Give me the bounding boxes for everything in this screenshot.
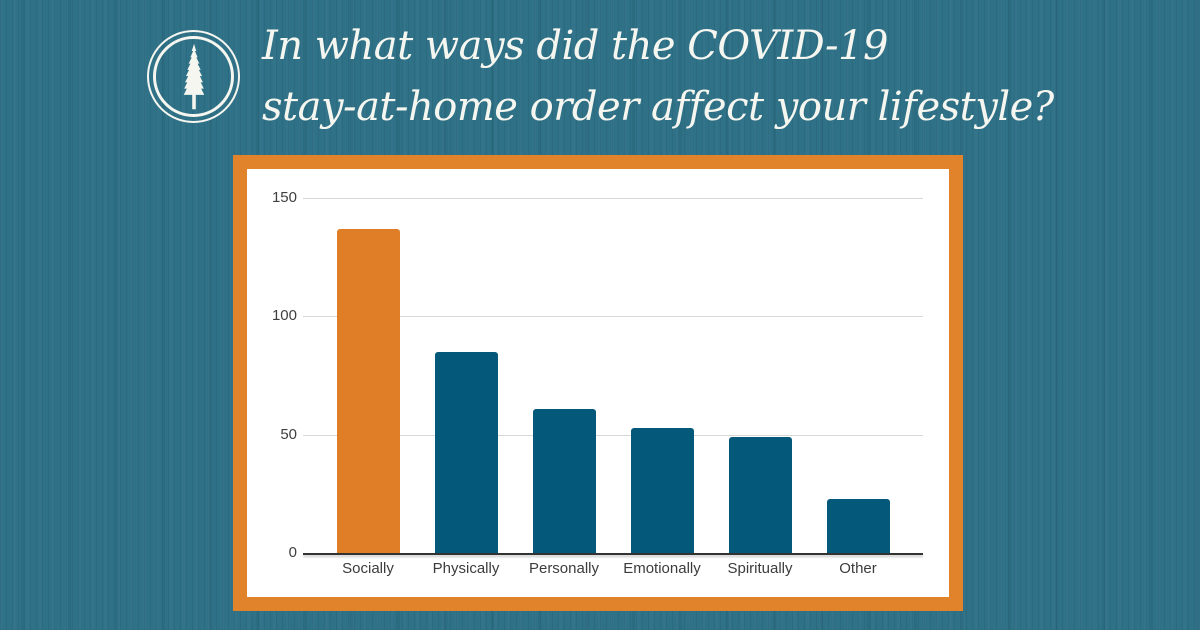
bar-personally xyxy=(532,408,596,553)
x-label-spiritually: Spiritually xyxy=(727,560,793,577)
gridline-100 xyxy=(303,316,923,318)
x-label-emotionally: Emotionally xyxy=(623,560,701,577)
x-axis-line xyxy=(303,553,923,555)
bar-other xyxy=(826,498,890,553)
logo-inner-ring xyxy=(153,36,234,117)
x-label-physically: Physically xyxy=(432,560,500,577)
title-line-1: In what ways did the COVID-19 xyxy=(262,23,888,69)
logo-circle xyxy=(147,30,240,123)
bar-physically xyxy=(434,351,498,553)
bar-spiritually xyxy=(728,437,792,553)
gridline-50 xyxy=(303,434,923,436)
chart-frame: 0 50 100 150 Socially Physically Personally Em… xyxy=(233,155,963,611)
y-tick-label-100: 100 xyxy=(271,307,297,325)
x-label-personally: Personally xyxy=(528,560,600,577)
gridline-150 xyxy=(303,198,923,199)
page-title: In what ways did the COVID-19 stay-at-ho… xyxy=(262,16,1192,138)
y-tick-label-0: 0 xyxy=(288,544,297,561)
bar-emotionally xyxy=(630,427,694,553)
x-label-socially: Socially xyxy=(342,560,394,577)
title-line-2: stay-at-home order affect your lifestyle… xyxy=(262,84,1054,130)
sequoia-tree-icon xyxy=(183,43,204,110)
x-label-other: Other xyxy=(839,560,877,577)
y-tick-label-50: 50 xyxy=(280,425,297,443)
y-tick-label-150: 150 xyxy=(271,189,297,206)
bar-chart: 0 50 100 150 Socially Physically Personally Em… xyxy=(247,169,949,597)
bar-socially xyxy=(336,228,400,553)
